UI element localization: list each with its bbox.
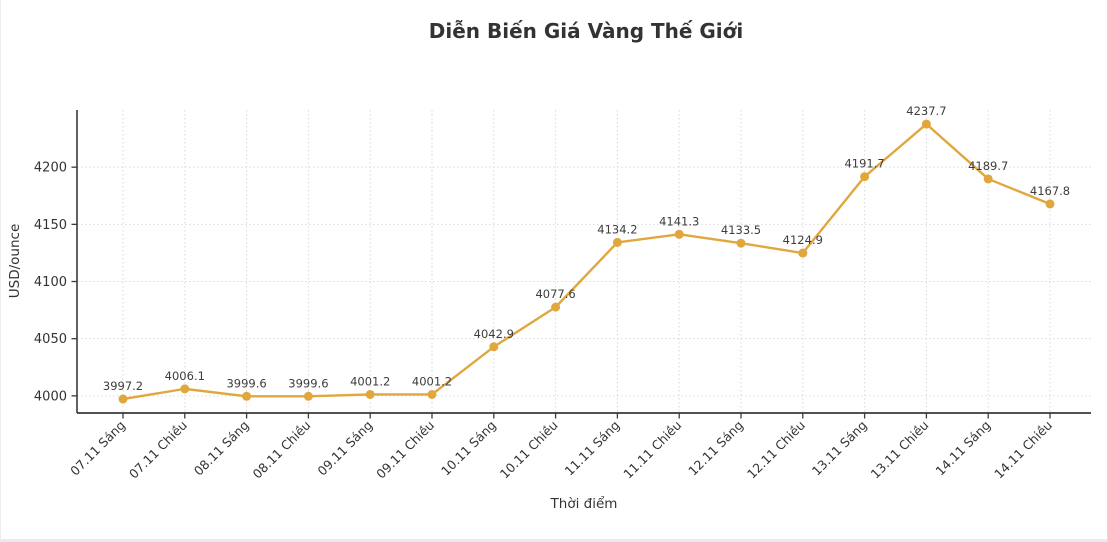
- chart-title: Diễn Biến Giá Vàng Thế Giới: [429, 19, 744, 43]
- data-point: [983, 174, 993, 184]
- data-point-label: 4133.5: [721, 223, 761, 237]
- x-axis-label: Thời điểm: [550, 495, 618, 512]
- data-point-label: 4077.6: [535, 287, 575, 301]
- data-point-label: 4191.7: [844, 157, 884, 171]
- data-point: [674, 229, 684, 239]
- data-point: [1045, 199, 1055, 209]
- x-tick-label: 11.11 Chiều: [620, 418, 684, 482]
- data-point: [365, 389, 375, 399]
- y-tick-label: 4150: [34, 218, 67, 233]
- data-point: [489, 342, 499, 352]
- data-point: [242, 391, 252, 401]
- x-tick-label: 10.11 Sáng: [438, 418, 499, 479]
- x-tick-label: 10.11 Chiều: [497, 418, 561, 482]
- data-point: [921, 119, 931, 129]
- data-point-label: 4189.7: [968, 159, 1008, 173]
- data-point: [427, 389, 437, 399]
- data-point-label: 4141.3: [659, 214, 699, 228]
- data-point-label: 4167.8: [1030, 184, 1070, 198]
- x-tick-label: 09.11 Chiều: [373, 418, 437, 482]
- x-tick-label: 09.11 Sáng: [314, 418, 375, 479]
- y-tick-label: 4000: [34, 389, 67, 404]
- x-tick-label: 07.11 Sáng: [67, 418, 128, 479]
- data-point-label: 4124.9: [783, 233, 823, 247]
- data-point-label: 4001.2: [412, 374, 452, 388]
- x-tick-label: 07.11 Chiều: [126, 418, 190, 482]
- data-point-label: 3999.6: [226, 376, 266, 390]
- y-tick-label: 4200: [34, 161, 67, 176]
- data-point-label: 4237.7: [906, 104, 946, 118]
- y-tick-label: 4100: [34, 275, 67, 290]
- data-point: [798, 248, 808, 258]
- x-tick-label: 14.11 Sáng: [932, 418, 993, 479]
- x-tick-label: 14.11 Chiều: [991, 418, 1055, 482]
- data-point: [180, 384, 190, 394]
- data-point-label: 4001.2: [350, 374, 390, 388]
- price-line: [121, 122, 1052, 401]
- y-axis-label: USD/ounce: [7, 224, 23, 299]
- data-point-label: 3997.2: [103, 379, 143, 393]
- data-point: [303, 391, 313, 401]
- data-point-label: 4042.9: [474, 327, 514, 341]
- x-tick-label: 12.11 Chiều: [744, 418, 808, 482]
- data-point: [551, 302, 561, 312]
- data-point: [612, 237, 622, 247]
- data-point: [118, 394, 128, 404]
- x-tick-label: 08.11 Chiều: [250, 418, 314, 482]
- x-tick-label: 13.11 Chiều: [868, 418, 932, 482]
- x-tick-label: 13.11 Sáng: [809, 418, 870, 479]
- x-tick-label: 11.11 Sáng: [562, 418, 623, 479]
- data-point-label: 4006.1: [165, 369, 205, 383]
- data-point: [860, 172, 870, 182]
- data-point-label: 3999.6: [288, 376, 328, 390]
- y-tick-label: 4050: [34, 332, 67, 347]
- data-point: [736, 238, 746, 248]
- data-point-label: 4134.2: [597, 222, 637, 236]
- x-tick-label: 08.11 Sáng: [191, 418, 252, 479]
- x-tick-label: 12.11 Sáng: [685, 418, 746, 479]
